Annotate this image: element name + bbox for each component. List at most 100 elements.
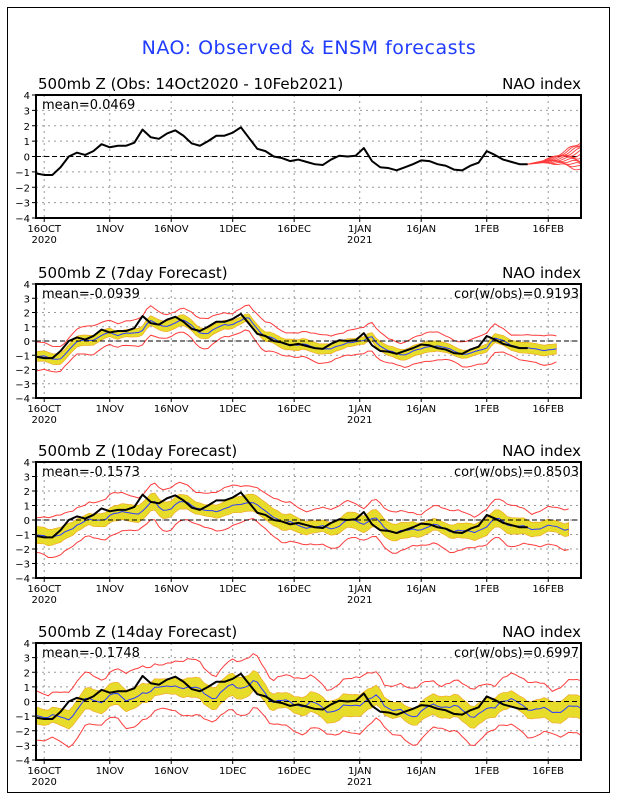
x-tick-label: 1DEC (219, 404, 246, 415)
ensemble-mean-line (35, 680, 582, 721)
y-tick-label: −2 (15, 366, 30, 377)
x-tick-label: 1NOV (96, 766, 125, 777)
x-tick-year-label: 2020 (31, 415, 56, 426)
x-tick-label: 1FEB (474, 224, 499, 235)
x-tick-label: 16FEB (532, 766, 564, 777)
mean-annotation: mean=-0.0939 (42, 287, 140, 302)
forecast-member-line (527, 142, 582, 165)
y-tick-label: 1 (24, 502, 30, 513)
y-tick-label: −4 (15, 756, 30, 767)
x-tick-label: 1NOV (96, 404, 125, 415)
x-tick-year-label: 2020 (31, 235, 56, 246)
x-tick-label: 16OCT (27, 584, 62, 595)
ensemble-max-line (35, 304, 557, 347)
y-tick-label: −2 (15, 727, 30, 738)
mean-annotation: mean=-0.1573 (42, 465, 140, 480)
y-tick-label: −1 (15, 168, 30, 179)
x-tick-label: 16NOV (154, 766, 189, 777)
y-tick-label: 4 (24, 458, 30, 469)
x-tick-label: 1JAN (348, 584, 371, 595)
x-tick-label: 16DEC (277, 224, 311, 235)
x-tick-label: 1DEC (219, 766, 246, 777)
x-tick-label: 16JAN (406, 404, 436, 415)
y-tick-label: −1 (15, 531, 30, 542)
ensemble-max-line (35, 481, 569, 519)
y-tick-label: −4 (15, 574, 30, 585)
y-tick-label: −1 (15, 351, 30, 362)
panel-title: 500mb Z (10day Forecast) (38, 442, 237, 460)
x-tick-label: 16FEB (532, 404, 564, 415)
y-tick-label: 0 (24, 698, 30, 709)
y-tick-label: 1 (24, 137, 30, 148)
panel-right-label: NAO index (502, 264, 581, 282)
ensemble-spread-band (35, 670, 582, 730)
y-tick-label: 0 (24, 153, 30, 164)
y-tick-label: 3 (24, 473, 30, 484)
ensemble-max-line (35, 652, 582, 697)
panel-title: 500mb Z (14day Forecast) (38, 623, 237, 641)
x-tick-label: 1JAN (348, 224, 371, 235)
ensemble-min-line (35, 329, 557, 373)
x-tick-label: 16NOV (154, 224, 189, 235)
y-tick-label: −3 (15, 560, 30, 571)
x-tick-year-label: 2021 (347, 235, 372, 246)
correlation-annotation: cor(w/obs)=0.9193 (454, 287, 579, 302)
x-tick-year-label: 2021 (347, 595, 372, 606)
observed-nao-line (35, 491, 528, 539)
x-tick-label: 1FEB (474, 404, 499, 415)
ensemble-min-line (35, 517, 569, 558)
x-tick-year-label: 2020 (31, 777, 56, 788)
y-tick-label: 2 (24, 487, 30, 498)
x-tick-label: 1DEC (219, 224, 246, 235)
y-tick-label: 2 (24, 309, 30, 320)
x-tick-label: 16FEB (532, 584, 564, 595)
x-tick-label: 16NOV (154, 584, 189, 595)
x-tick-label: 16DEC (277, 584, 311, 595)
mean-annotation: mean=0.0469 (42, 98, 135, 113)
ensemble-mean-line (35, 500, 569, 539)
ensemble-spread-band (35, 492, 570, 547)
observed-nao-line (35, 312, 528, 360)
y-tick-label: −4 (15, 214, 30, 225)
x-tick-label: 16OCT (27, 404, 62, 415)
x-tick-label: 1FEB (474, 584, 499, 595)
x-tick-year-label: 2020 (31, 595, 56, 606)
ensemble-min-line (35, 707, 582, 749)
y-tick-label: 3 (24, 106, 30, 117)
x-tick-label: 16JAN (406, 224, 436, 235)
y-tick-label: 3 (24, 294, 30, 305)
mean-annotation: mean=-0.1748 (42, 646, 140, 661)
chart-panel-1: 500mb Z (Obs: 14Oct2020 - 10Feb2021) NAO … (15, 75, 582, 246)
x-tick-label: 16NOV (154, 404, 189, 415)
y-tick-label: 3 (24, 654, 30, 665)
x-tick-year-label: 2021 (347, 777, 372, 788)
panel-right-label: NAO index (502, 442, 581, 460)
y-tick-label: 1 (24, 683, 30, 694)
y-tick-label: −2 (15, 183, 30, 194)
x-tick-year-label: 2021 (347, 415, 372, 426)
x-tick-label: 16DEC (277, 404, 311, 415)
y-tick-label: −4 (15, 394, 30, 405)
y-tick-label: 0 (24, 516, 30, 527)
y-tick-label: 2 (24, 122, 30, 133)
observed-nao-line (35, 126, 528, 176)
x-tick-label: 16JAN (406, 584, 436, 595)
x-tick-label: 1JAN (348, 766, 371, 777)
x-tick-label: 16OCT (27, 224, 62, 235)
x-tick-label: 1NOV (96, 584, 125, 595)
y-tick-label: 4 (24, 639, 30, 650)
y-tick-label: −1 (15, 712, 30, 723)
panel-right-label: NAO index (502, 75, 581, 93)
y-tick-label: 2 (24, 668, 30, 679)
correlation-annotation: cor(w/obs)=0.6997 (454, 646, 579, 661)
figure-title: NAO: Observed & ENSM forecasts (141, 37, 477, 59)
y-tick-label: 0 (24, 337, 30, 348)
x-tick-label: 1JAN (348, 404, 371, 415)
x-tick-label: 1FEB (474, 766, 499, 777)
y-tick-label: −3 (15, 380, 30, 391)
chart-panel-4: 500mb Z (14day Forecast) NAO index −4 −3 −2 −… (15, 623, 582, 788)
y-tick-label: 1 (24, 323, 30, 334)
x-tick-label: 16OCT (27, 766, 62, 777)
panel-title: 500mb Z (Obs: 14Oct2020 - 10Feb2021) (38, 75, 343, 93)
